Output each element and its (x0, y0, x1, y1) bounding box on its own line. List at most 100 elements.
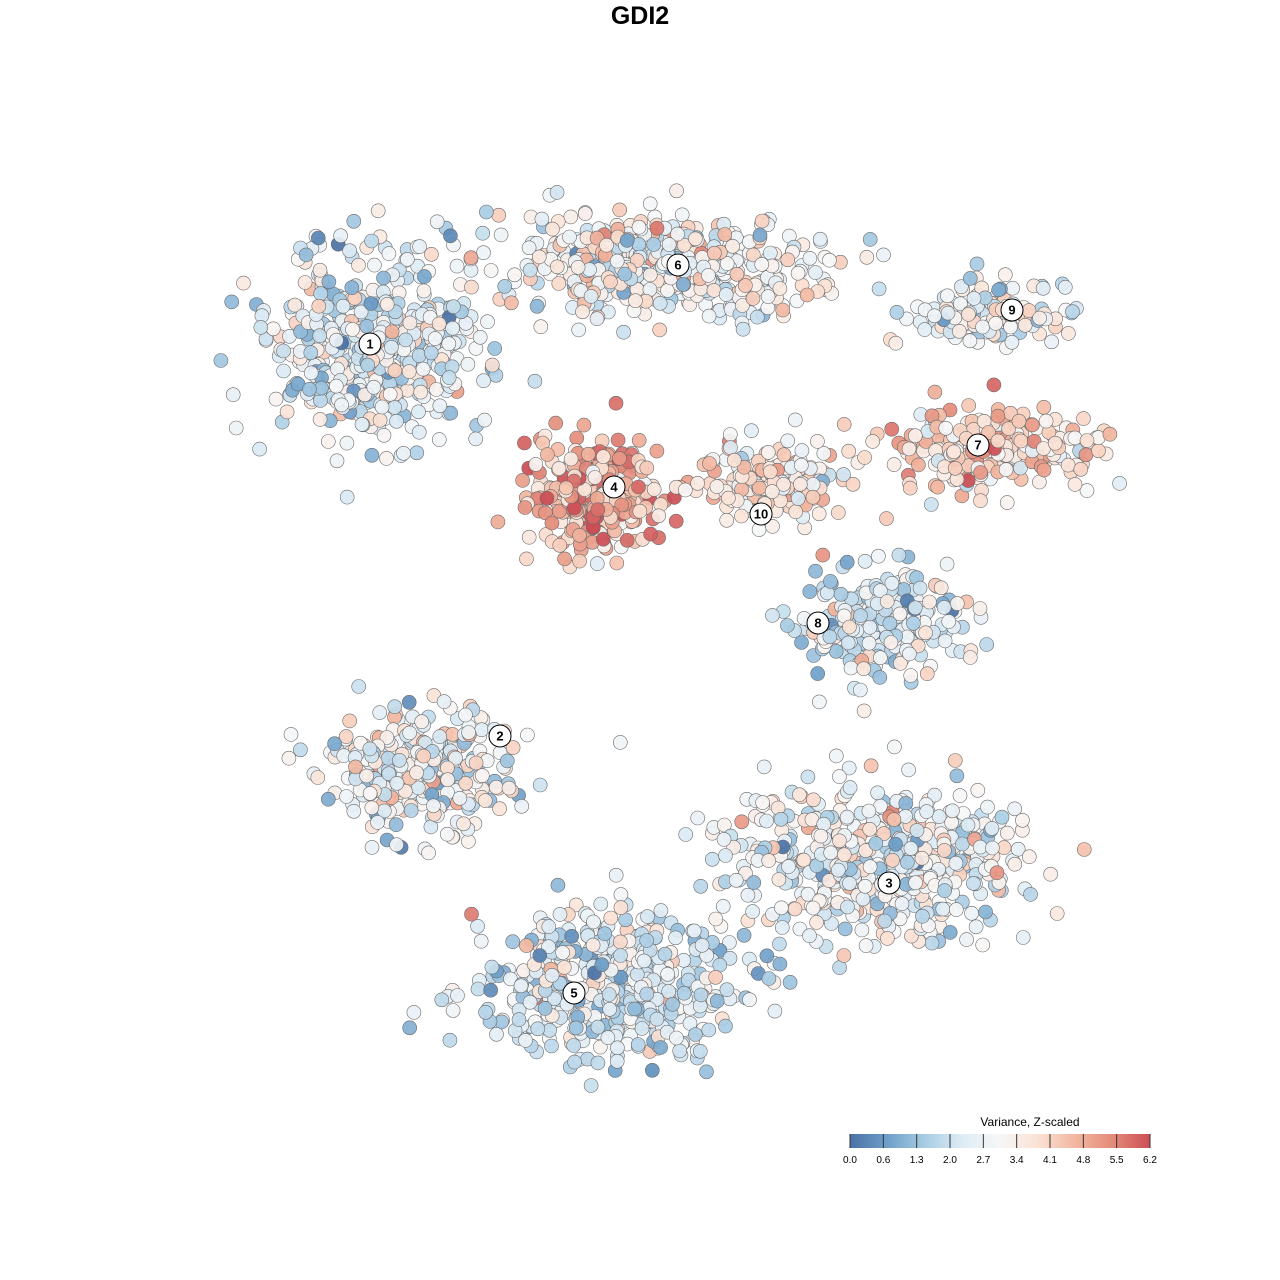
cell-point (541, 919, 557, 934)
cell-point (1011, 413, 1027, 429)
cell-point (646, 482, 662, 497)
cell-point (1049, 906, 1065, 921)
cell-point (479, 204, 494, 220)
cell-point (759, 813, 774, 829)
cell-point (376, 427, 392, 443)
cell-point (719, 512, 735, 528)
cell-point (312, 262, 328, 278)
cell-point (893, 656, 908, 671)
cell-point (1005, 280, 1020, 296)
cell-point (449, 258, 465, 274)
cell-point (564, 928, 580, 944)
cell-point (402, 315, 418, 331)
cell-point (972, 839, 988, 855)
cell-point (927, 787, 942, 803)
cell-point (903, 668, 919, 683)
cell-point (310, 770, 326, 785)
cell-point (788, 504, 804, 520)
cell-point (327, 736, 342, 752)
cell-point (474, 722, 490, 738)
cell-point (717, 227, 733, 242)
cell-point (379, 451, 394, 466)
cell-point (794, 635, 809, 650)
cell-point (986, 377, 1002, 393)
cell-point (701, 1022, 717, 1038)
cell-point (413, 384, 429, 400)
cell-point (1043, 866, 1058, 882)
cluster-label-badge (488, 724, 512, 748)
cell-point (1013, 460, 1028, 476)
cell-point (984, 821, 1000, 836)
cell-point (939, 556, 955, 572)
cell-point (585, 937, 601, 953)
cluster-label-7: 7 (966, 433, 990, 457)
cell-point (329, 453, 345, 469)
cell-point (816, 816, 832, 832)
cell-point (686, 923, 702, 939)
cell-point (879, 511, 894, 526)
cell-point (411, 424, 427, 440)
cluster-label-badge (562, 981, 586, 1005)
cell-point (968, 919, 984, 935)
cell-point (416, 283, 432, 299)
cell-point (1022, 849, 1037, 865)
cell-point (840, 899, 855, 915)
cell-point (924, 935, 940, 951)
cell-point (236, 275, 251, 291)
cell-point (544, 967, 560, 983)
cell-point (693, 987, 709, 1003)
cell-point (631, 479, 646, 495)
cell-point (456, 816, 471, 832)
cell-point (767, 1003, 783, 1019)
legend-tick-label: 4.1 (1043, 1155, 1057, 1166)
cell-point (614, 497, 630, 513)
cluster-label-9: 9 (1000, 298, 1024, 322)
cell-point (792, 787, 807, 803)
cell-point (873, 650, 888, 666)
cell-point (539, 490, 555, 506)
cell-point (339, 435, 355, 451)
cell-point (790, 265, 806, 281)
cell-point (470, 981, 486, 997)
cell-point (639, 986, 655, 1002)
cell-point (722, 427, 738, 442)
cell-point (522, 994, 538, 1010)
cell-point (287, 297, 303, 313)
cell-point (843, 660, 859, 676)
cell-point (595, 531, 611, 547)
cell-point (1007, 856, 1023, 872)
cell-point (661, 984, 677, 999)
cell-point (586, 914, 601, 930)
cell-point (547, 991, 562, 1007)
cell-point (841, 443, 857, 459)
cell-point (745, 291, 761, 306)
cell-point (431, 316, 447, 332)
cell-point (443, 405, 459, 421)
color-legend: Variance, Z-scaled 0.0 0.6 1.3 2.0 2.7 3.4 4.1… (843, 1115, 1157, 1166)
cell-point (911, 457, 926, 473)
cell-point (870, 785, 885, 801)
cell-point (581, 446, 596, 462)
cell-point (497, 279, 513, 294)
cell-point (643, 526, 658, 542)
cell-point (729, 266, 745, 282)
cluster-label-badge (666, 253, 690, 277)
cell-point (569, 430, 585, 446)
cell-point (370, 203, 386, 219)
cell-point (372, 705, 388, 720)
cell-point (551, 461, 567, 476)
cell-point (389, 837, 404, 853)
cell-point (815, 547, 831, 563)
cell-point (515, 473, 530, 488)
cell-point (551, 276, 567, 291)
cell-point (253, 320, 269, 335)
cluster-label-text: 10 (754, 507, 768, 522)
cell-point (303, 365, 319, 381)
cell-point (946, 444, 962, 460)
cell-point (458, 775, 474, 791)
cell-point (836, 847, 852, 863)
cell-point (521, 529, 537, 545)
cell-point (693, 878, 709, 894)
cell-point (388, 817, 404, 833)
cell-point (1035, 280, 1051, 296)
